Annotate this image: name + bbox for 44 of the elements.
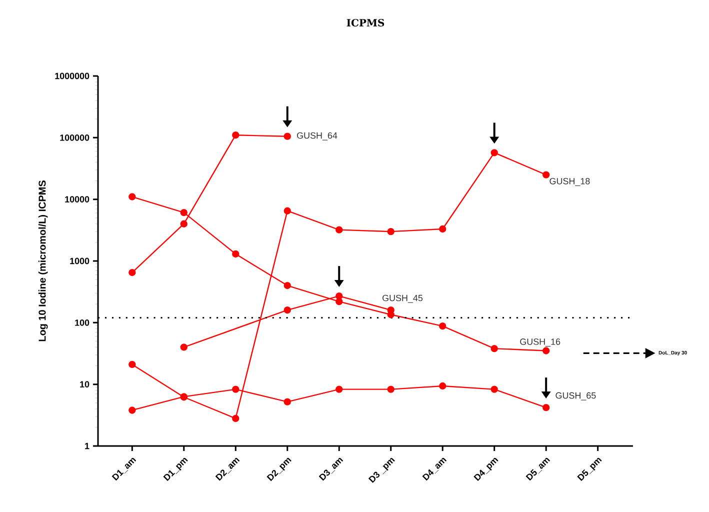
- y-tick-label: 1000: [70, 258, 90, 264]
- y-tick-label: 10: [80, 381, 90, 388]
- point: [284, 207, 291, 214]
- y-tick-label: 1000000: [55, 72, 90, 80]
- point: [542, 171, 550, 178]
- point: [336, 292, 343, 300]
- point: [387, 386, 394, 393]
- point: [284, 132, 291, 140]
- point: [180, 344, 188, 351]
- point: [336, 386, 343, 393]
- point: [284, 306, 291, 314]
- point: [387, 228, 394, 236]
- point: [232, 132, 240, 139]
- y-tick-label: 1: [85, 442, 90, 450]
- series-label: GUSH_64: [297, 132, 338, 140]
- point: [128, 406, 136, 414]
- point: [439, 225, 446, 233]
- point: [439, 382, 446, 390]
- point: [128, 360, 136, 368]
- point: [336, 226, 343, 234]
- point: [490, 386, 498, 393]
- point: [232, 250, 240, 258]
- series-label: GUSH_18: [550, 178, 590, 186]
- point: [284, 398, 291, 406]
- y-tick-label: 100: [75, 319, 90, 326]
- point: [128, 193, 136, 200]
- point: [542, 404, 550, 412]
- series-label: GUSH_16: [520, 338, 560, 347]
- series-label: GUSH_45: [382, 294, 423, 303]
- y-axis-title: Log 10 Iodine (micromol/L) ICPMS: [38, 180, 48, 342]
- point: [180, 208, 188, 216]
- point: [180, 220, 188, 228]
- point: [490, 149, 498, 156]
- point: [439, 322, 446, 330]
- chart-title: ICPMS: [346, 18, 384, 26]
- point: [284, 282, 291, 290]
- series-label: GUSH_65: [556, 392, 596, 400]
- point: [128, 268, 136, 276]
- y-tick-label: 100000: [60, 134, 90, 141]
- point: [232, 386, 240, 393]
- point: [542, 347, 550, 354]
- y-tick-label: 10000: [65, 196, 90, 202]
- point: [490, 344, 498, 352]
- point: [232, 414, 240, 422]
